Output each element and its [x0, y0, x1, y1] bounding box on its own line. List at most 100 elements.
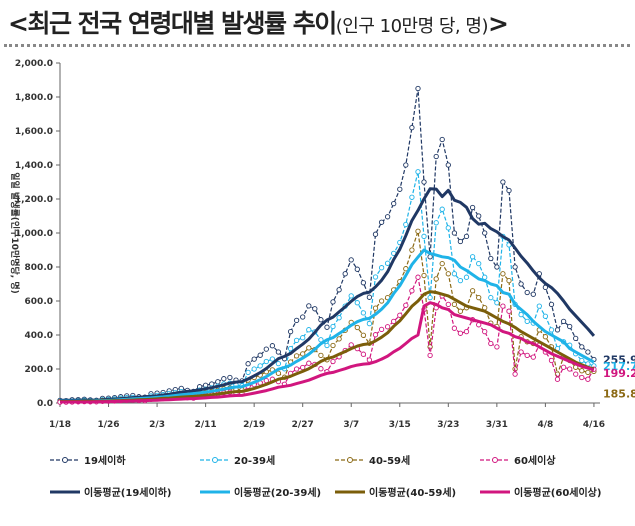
data-point [518, 349, 524, 355]
line-chart: 0.0 200.0 400.0 600.0 800.0 1,000.0 1,200.0 1,4… [9, 59, 635, 499]
data-point [536, 303, 542, 309]
data-point [554, 327, 561, 333]
data-point [318, 317, 324, 323]
data-point [494, 264, 500, 270]
x-tick-label: 2/27 [292, 420, 314, 430]
series-4 [60, 187, 596, 402]
data-point [330, 358, 336, 365]
series-line-moving-average [60, 301, 595, 404]
data-point [366, 320, 373, 327]
y-tick-label: 1,200.0 [15, 195, 53, 205]
data-point [403, 221, 409, 228]
data-point [451, 301, 458, 308]
data-point [451, 230, 458, 236]
data-point [512, 264, 518, 270]
legend-marker [347, 457, 353, 463]
data-point [433, 153, 439, 160]
data-point [378, 219, 385, 225]
x-tick-label: 2/11 [195, 420, 217, 430]
data-point [391, 318, 397, 325]
data-point [360, 351, 367, 357]
data-point [221, 376, 227, 382]
data-point [257, 363, 263, 369]
data-point [336, 315, 342, 321]
y-tick-label: 1,400.0 [15, 161, 53, 171]
legend-item: 이동평균(20-39세) [200, 486, 321, 499]
data-point [421, 233, 427, 240]
data-point [300, 351, 306, 357]
data-point [518, 281, 524, 287]
data-point [354, 324, 360, 331]
data-point [415, 228, 421, 234]
legend-label: 이동평균(60세이상) [514, 486, 601, 499]
data-point [542, 313, 549, 319]
chart-title-unit: (인구 10만명 당, 명) [335, 16, 489, 37]
data-point [372, 332, 379, 338]
data-point [360, 280, 367, 286]
y-tick-label: 400.0 [25, 331, 53, 341]
data-point [579, 344, 585, 350]
data-point [560, 318, 567, 325]
data-point [573, 335, 579, 342]
data-point [306, 327, 312, 333]
legend-item: 이동평균(19세이하) [50, 486, 171, 499]
end-value-label: 217.7 [603, 360, 635, 373]
data-point [378, 265, 385, 271]
data-point [275, 370, 282, 376]
data-point [439, 206, 445, 212]
data-point [585, 376, 591, 382]
legend-label: 이동평균(20-39세) [234, 486, 321, 499]
data-point [227, 374, 233, 381]
data-point [427, 294, 433, 301]
x-tick-label: 4/8 [537, 420, 553, 430]
data-point [433, 276, 439, 282]
y-tick-label: 1,000.0 [15, 229, 53, 239]
data-point [457, 277, 464, 284]
data-point [245, 369, 251, 376]
data-point [476, 294, 482, 301]
data-point [263, 358, 269, 365]
data-point [476, 260, 482, 267]
data-point [415, 169, 421, 175]
data-point [245, 361, 251, 367]
data-point [530, 354, 536, 360]
data-point [457, 330, 464, 336]
data-point [215, 379, 221, 385]
legend-label: 이동평균(40-59세) [369, 486, 456, 499]
legend-marker [212, 457, 218, 463]
data-point [409, 288, 415, 294]
data-point [488, 340, 494, 347]
data-point [482, 230, 488, 236]
data-point [306, 345, 312, 351]
data-point [378, 326, 385, 333]
data-point [548, 357, 555, 364]
legend-label: 이동평균(19세이하) [84, 486, 171, 499]
data-point [384, 260, 391, 266]
chart-title-end: > [487, 9, 509, 38]
data-point [476, 213, 482, 219]
series-line-moving-average [60, 187, 596, 402]
data-point [403, 162, 409, 168]
data-point [567, 323, 573, 330]
y-tick-label: 1,600.0 [15, 127, 53, 137]
data-point [500, 179, 506, 185]
data-point [585, 349, 591, 355]
y-axis-title: 일일 발생률(인구10만명당, 명) [9, 172, 21, 294]
y-tick-label: 1,800.0 [15, 93, 53, 103]
data-point [384, 214, 391, 220]
data-point [500, 303, 506, 309]
data-point [524, 289, 530, 296]
y-tick-label: 800.0 [25, 263, 53, 273]
data-point [330, 342, 336, 349]
data-point [372, 231, 379, 237]
legend-item: 이동평균(60세이상) [480, 486, 601, 499]
x-tick-label: 3/15 [389, 420, 411, 430]
data-point [306, 303, 312, 309]
data-point [409, 194, 415, 200]
legend-item: 40-59세 [335, 454, 410, 467]
data-point [293, 317, 300, 324]
data-point [336, 336, 342, 342]
data-point [275, 360, 282, 367]
data-point [360, 310, 367, 316]
data-point [300, 314, 306, 320]
